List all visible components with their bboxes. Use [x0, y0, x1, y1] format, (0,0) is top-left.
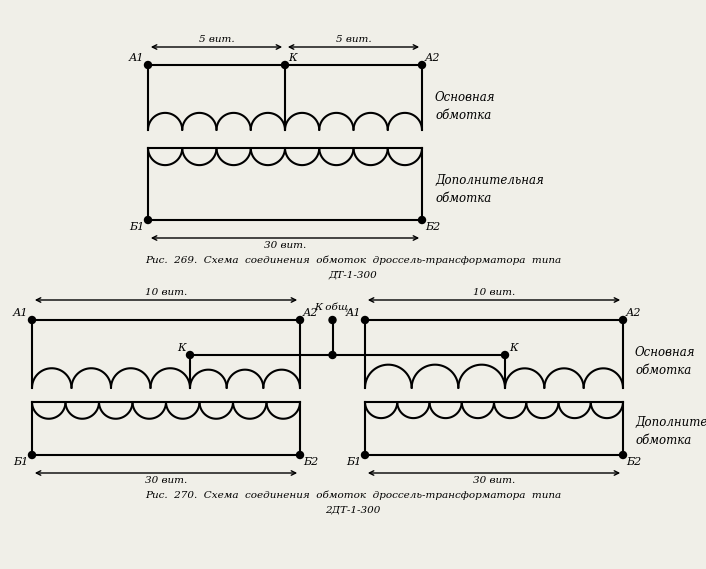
Text: Рис.  270.  Схема  соединения  обмоток  дроссель-трансформатора  типа: Рис. 270. Схема соединения обмоток дросс… [145, 490, 561, 500]
Text: Основная
обмотка: Основная обмотка [435, 91, 496, 122]
Text: А2: А2 [626, 308, 642, 318]
Text: Дополнительная
обмотка: Дополнительная обмотка [435, 174, 544, 204]
Text: К общ.: К общ. [313, 303, 352, 312]
Circle shape [501, 352, 508, 358]
Circle shape [619, 316, 626, 324]
Text: А2: А2 [425, 53, 441, 63]
Text: 10 вит.: 10 вит. [473, 288, 515, 297]
Text: Рис.  269.  Схема  соединения  обмоток  дроссель-трансформатора  типа: Рис. 269. Схема соединения обмоток дросс… [145, 255, 561, 265]
Circle shape [186, 352, 193, 358]
Circle shape [419, 216, 426, 224]
Circle shape [297, 316, 304, 324]
Text: 5 вит.: 5 вит. [335, 35, 371, 44]
Text: А1: А1 [13, 308, 28, 318]
Text: Б1: Б1 [346, 457, 361, 467]
Circle shape [282, 61, 289, 68]
Circle shape [619, 451, 626, 459]
Circle shape [297, 451, 304, 459]
Text: 30 вит.: 30 вит. [473, 476, 515, 485]
Text: А1: А1 [345, 308, 361, 318]
Text: К: К [509, 343, 517, 353]
Text: 30 вит.: 30 вит. [264, 241, 306, 250]
Text: Дополнительная
обмотка: Дополнительная обмотка [635, 416, 706, 447]
Text: Б1: Б1 [13, 457, 28, 467]
Circle shape [329, 352, 336, 358]
Circle shape [361, 316, 369, 324]
Text: Б1: Б1 [128, 222, 144, 232]
Circle shape [361, 451, 369, 459]
Text: 2ДТ-1-300: 2ДТ-1-300 [325, 505, 381, 514]
Text: Б2: Б2 [425, 222, 441, 232]
Circle shape [28, 451, 35, 459]
Text: 10 вит.: 10 вит. [145, 288, 187, 297]
Circle shape [28, 316, 35, 324]
Text: 5 вит.: 5 вит. [198, 35, 234, 44]
Circle shape [145, 61, 152, 68]
Circle shape [419, 61, 426, 68]
Text: К: К [288, 53, 297, 63]
Text: Б2: Б2 [626, 457, 641, 467]
Text: Б2: Б2 [303, 457, 318, 467]
Text: ДТ-1-300: ДТ-1-300 [328, 270, 378, 279]
Text: К: К [177, 343, 186, 353]
Text: 30 вит.: 30 вит. [145, 476, 187, 485]
Text: А1: А1 [128, 53, 144, 63]
Text: Основная
обмотка: Основная обмотка [635, 345, 695, 377]
Circle shape [145, 216, 152, 224]
Circle shape [329, 316, 336, 324]
Text: А2: А2 [303, 308, 318, 318]
